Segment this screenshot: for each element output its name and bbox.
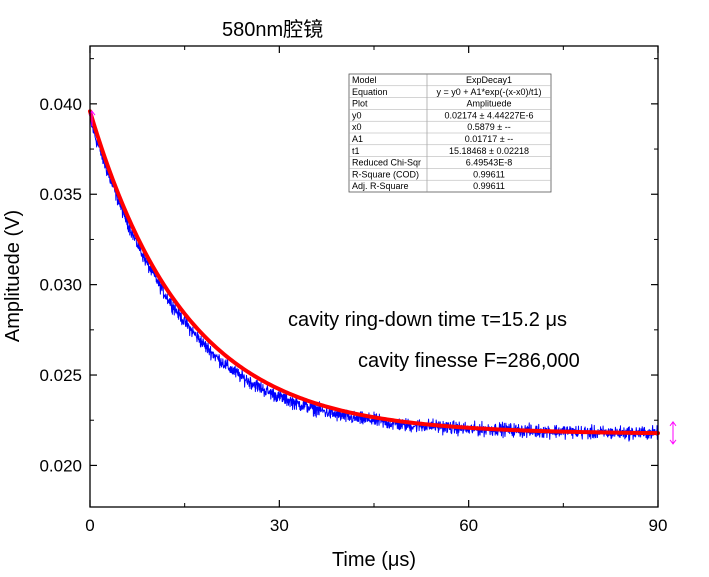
fit-table-value: 15.18468 ± 0.02218 <box>449 146 529 156</box>
x-tick-label: 0 <box>85 516 94 535</box>
fit-table-label: t1 <box>352 146 360 156</box>
chart-title: 580nm腔镜 <box>222 18 323 41</box>
annotation-ring-down-time: cavity ring-down time τ=15.2 μs <box>288 309 567 331</box>
fit-table-label: A1 <box>352 134 363 144</box>
fit-results-table: Model ExpDecay1 Equation y = y0 + A1*exp(-(… <box>348 73 552 193</box>
fit-table-value: 0.5879 ± -- <box>467 122 510 132</box>
fit-table-value: 0.02174 ± 4.44227E-6 <box>444 110 533 120</box>
x-axis-title: Time (μs) <box>332 549 416 571</box>
y-tick-label: 0.020 <box>39 456 82 475</box>
x-tick-label: 60 <box>459 516 478 535</box>
fit-table-label: x0 <box>352 122 362 132</box>
fit-table-label: Plot <box>352 99 368 109</box>
fit-table-label: Equation <box>352 87 388 97</box>
fit-table-value: 6.49543E-8 <box>466 158 513 168</box>
plot-data-layer <box>88 109 677 445</box>
fit-table-value: 0.99611 <box>473 169 505 179</box>
x-tick-label: 90 <box>649 516 668 535</box>
y-axis-title: Amplituede (V) <box>2 210 24 342</box>
fit-table-value: y = y0 + A1*exp(-(x-x0)/t1) <box>436 87 541 97</box>
fit-table-value: ExpDecay1 <box>466 75 512 85</box>
y-tick-label: 0.040 <box>39 95 82 114</box>
fit-table-label: Reduced Chi-Sqr <box>352 158 421 168</box>
x-tick-label: 30 <box>270 516 289 535</box>
fit-table-label: Model <box>352 75 377 85</box>
fit-table-value: 0.99611 <box>473 181 505 191</box>
fit-table-value: 0.01717 ± -- <box>465 134 513 144</box>
y-tick-label: 0.030 <box>39 276 82 295</box>
y-tick-label: 0.035 <box>39 185 82 204</box>
annotation-cavity-finesse: cavity finesse F=286,000 <box>358 350 580 372</box>
end-range-arrow-up <box>669 421 677 427</box>
fit-table-label: R-Square (COD) <box>352 169 419 179</box>
y-tick-label: 0.025 <box>39 366 82 385</box>
fit-table-label: Adj. R-Square <box>352 181 409 191</box>
exp-decay-fit-line <box>88 109 660 436</box>
axis-ticks: 0 30 60 90 0.020 0.025 0.030 0.035 0.040 <box>39 46 667 535</box>
fit-table-label: y0 <box>352 110 362 120</box>
fit-table-value: Amplituede <box>466 99 511 109</box>
end-range-arrow-down <box>669 439 677 445</box>
